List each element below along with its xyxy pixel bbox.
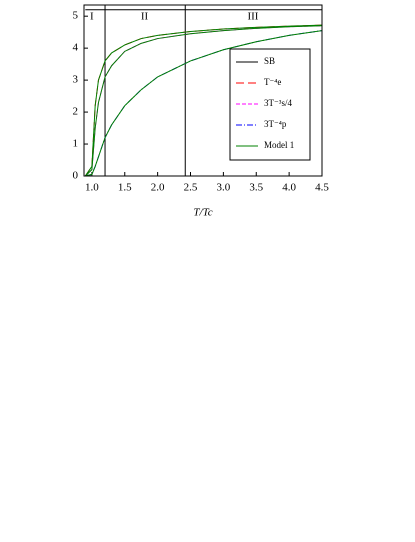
series-line [84,24,322,176]
region-label: II [141,11,149,23]
x-tick-label: 3.0 [217,182,231,194]
x-tick-label: 2.5 [184,182,198,194]
x-tick-label: 4.5 [315,182,329,194]
y-tick-label: 0 [73,170,79,182]
x-axis-label: T/Tc [193,207,212,219]
legend-label: T⁻⁴e [264,77,281,87]
y-tick-label: 3 [73,74,79,86]
x-tick-label: 4.0 [282,182,296,194]
legend-label: Model 1 [264,140,294,150]
y-tick-label: 5 [73,10,79,22]
x-tick-label: 1.0 [85,182,99,194]
series-line [84,25,322,176]
x-tick-label: 1.5 [118,182,132,194]
y-tick-label: 2 [73,106,79,118]
legend-label: 3T⁻⁴p [264,119,287,129]
legend-label: SB [264,56,275,66]
series-line [85,30,322,176]
region-label: I [90,11,94,23]
x-tick-label: 2.0 [151,182,165,194]
region-label: III [247,11,258,23]
legend: SB T⁻⁴e 3T⁻³s/4 3T⁻⁴p Model 1 [229,48,311,161]
y-tick-label: 4 [73,42,79,54]
legend-label: 3T⁻³s/4 [264,98,292,108]
x-tick-label: 3.5 [249,182,263,194]
y-tick-label: 1 [73,138,79,150]
plot-frame [83,4,323,177]
